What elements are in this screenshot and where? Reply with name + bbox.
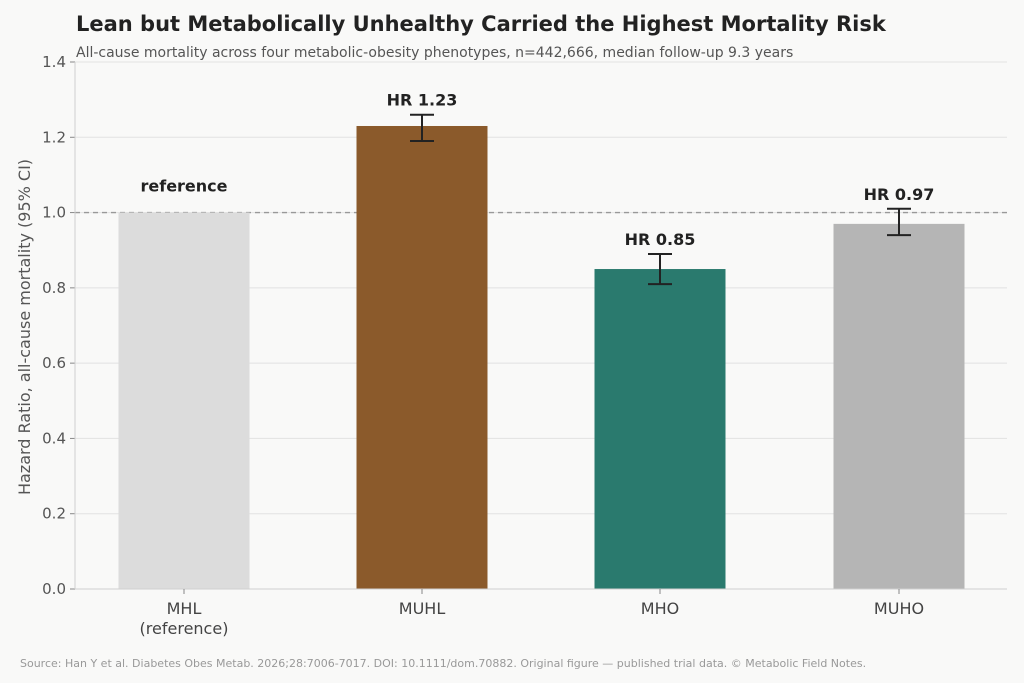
category-label: MUHO <box>874 599 924 618</box>
bar-annotation: HR 1.23 <box>387 91 458 110</box>
bar-annotation: reference <box>140 177 227 196</box>
y-tick-label: 1.4 <box>42 53 66 71</box>
category-label: MUHL <box>399 599 446 618</box>
error-bars <box>410 113 911 286</box>
category-sublabel: (reference) <box>140 619 229 638</box>
labels: reference MHL(reference) HR 1.23 MUHL HR 0.8… <box>140 91 935 638</box>
category-label: MHO <box>641 599 679 618</box>
bar <box>594 269 726 589</box>
chart-title: Lean but Metabolically Unhealthy Carried… <box>76 12 886 36</box>
y-tick-label: 1.2 <box>42 128 66 146</box>
bar-annotation: HR 0.97 <box>864 185 935 204</box>
source-footnote: Source: Han Y et al. Diabetes Obes Metab… <box>20 657 867 670</box>
y-tick-label: 0.6 <box>42 354 66 372</box>
y-tick-label: 0.8 <box>42 279 66 297</box>
y-tick-label: 1.0 <box>42 204 66 222</box>
chart-subtitle: All-cause mortality across four metaboli… <box>76 45 794 61</box>
y-axis-label: Hazard Ratio, all-cause mortality (95% C… <box>15 159 34 495</box>
y-tick-label: 0.0 <box>42 580 66 598</box>
bar <box>118 212 250 590</box>
y-tick-label: 0.4 <box>42 429 66 447</box>
bar <box>833 223 965 589</box>
bar <box>356 125 488 589</box>
axes: 0.0 0.2 0.4 0.6 0.8 1.0 1.2 1.4 <box>42 53 1007 598</box>
category-label: MHL <box>167 599 202 618</box>
bar-annotation: HR 0.85 <box>625 230 696 249</box>
y-tick-label: 0.2 <box>42 505 66 523</box>
bars <box>118 125 965 590</box>
